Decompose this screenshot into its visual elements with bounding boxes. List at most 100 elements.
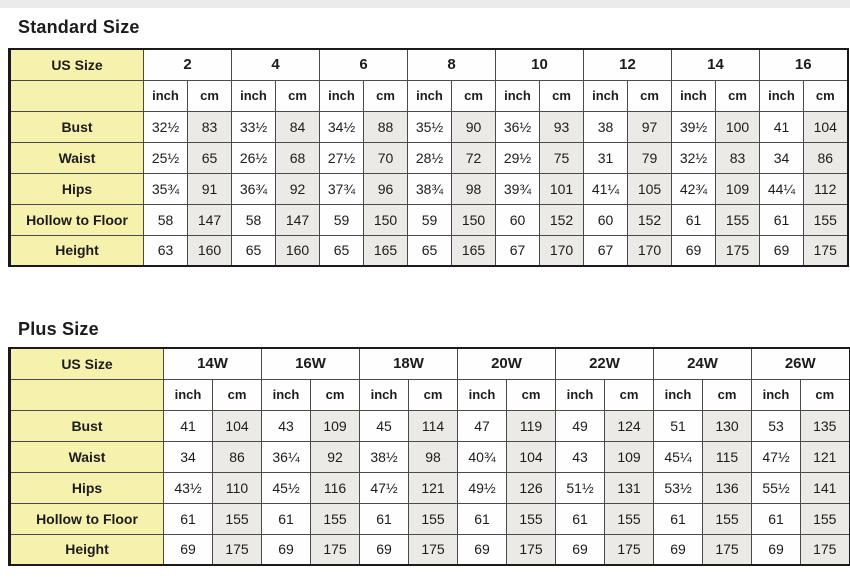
cm-unit-header-cell: cm [212, 378, 262, 411]
measurement-value-cell: 61 [555, 502, 605, 535]
measurement-value-cell: 104 [212, 409, 262, 442]
measurement-value-cell: 40¾ [457, 440, 507, 473]
measurement-value-cell: 72 [451, 141, 496, 174]
measurement-value-cell: 36½ [495, 110, 540, 143]
measurement-value-cell: 175 [212, 533, 262, 566]
measurement-value-cell: 28½ [407, 141, 452, 174]
measurement-value-cell: 69 [759, 234, 804, 267]
measurement-value-cell: 29½ [495, 141, 540, 174]
size-header-cell: 22W [555, 347, 654, 380]
measurement-value-cell: 51½ [555, 471, 605, 504]
measurement-value-cell: 69 [261, 533, 311, 566]
cm-unit-header-cell: cm [310, 378, 360, 411]
measurement-label-cell: Hips [9, 172, 144, 205]
inch-unit-header-cell: inch [143, 79, 188, 112]
measurement-value-cell: 69 [359, 533, 409, 566]
measurement-value-cell: 160 [275, 234, 320, 267]
measurement-value-cell: 88 [363, 110, 408, 143]
measurement-value-cell: 61 [359, 502, 409, 535]
measurement-value-cell: 155 [800, 502, 850, 535]
measurement-value-cell: 150 [451, 203, 496, 236]
measurement-value-cell: 25½ [143, 141, 188, 174]
measurement-value-cell: 165 [451, 234, 496, 267]
cm-unit-header-cell: cm [187, 79, 232, 112]
inch-unit-header-cell: inch [555, 378, 605, 411]
cm-unit-header-cell: cm [275, 79, 320, 112]
measurement-row: Waist 34 86 36¼ 92 38½ 98 40¾ 104 43 109 45¼ 115 47½ 1… [9, 440, 850, 473]
measurement-value-cell: 96 [363, 172, 408, 205]
measurement-value-cell: 39½ [671, 110, 716, 143]
inch-unit-header-cell: inch [583, 79, 628, 112]
measurement-value-cell: 170 [539, 234, 584, 267]
measurement-value-cell: 41 [759, 110, 804, 143]
size-header-cell: 4 [231, 48, 320, 81]
measurement-value-cell: 61 [751, 502, 801, 535]
measurement-value-cell: 65 [187, 141, 232, 174]
size-header-cell: 8 [407, 48, 496, 81]
measurement-value-cell: 60 [495, 203, 540, 236]
corner-empty-cell [9, 378, 164, 411]
measurement-value-cell: 98 [408, 440, 458, 473]
inch-unit-header-cell: inch [231, 79, 276, 112]
measurement-value-cell: 121 [408, 471, 458, 504]
measurement-value-cell: 60 [583, 203, 628, 236]
cm-unit-header-cell: cm [506, 378, 556, 411]
measurement-value-cell: 65 [407, 234, 452, 267]
measurement-value-cell: 110 [212, 471, 262, 504]
measurement-value-cell: 104 [506, 440, 556, 473]
measurement-value-cell: 39¾ [495, 172, 540, 205]
measurement-row: Hips 43½ 110 45½ 116 47½ 121 49½ 126 51½ 131 53½ 136… [9, 471, 850, 504]
measurement-value-cell: 47½ [359, 471, 409, 504]
measurement-value-cell: 121 [800, 440, 850, 473]
cm-unit-header-cell: cm [627, 79, 672, 112]
measurement-value-cell: 84 [275, 110, 320, 143]
measurement-value-cell: 116 [310, 471, 360, 504]
measurement-value-cell: 34 [759, 141, 804, 174]
measurement-value-cell: 119 [506, 409, 556, 442]
measurement-value-cell: 130 [702, 409, 752, 442]
measurement-value-cell: 61 [163, 502, 213, 535]
top-edge-strip [0, 0, 850, 8]
size-header-cell: 14W [163, 347, 262, 380]
measurement-value-cell: 109 [310, 409, 360, 442]
measurement-row: Height 63 160 65 160 65 165 65 165 67 170 67 170 69 17… [9, 234, 848, 267]
measurement-value-cell: 38½ [359, 440, 409, 473]
measurement-value-cell: 75 [539, 141, 584, 174]
measurement-value-cell: 45½ [261, 471, 311, 504]
measurement-value-cell: 58 [143, 203, 188, 236]
measurement-value-cell: 36¾ [231, 172, 276, 205]
measurement-value-cell: 101 [539, 172, 584, 205]
measurement-value-cell: 136 [702, 471, 752, 504]
measurement-value-cell: 147 [275, 203, 320, 236]
measurement-value-cell: 65 [319, 234, 364, 267]
measurement-row: Hollow to Floor 58 147 58 147 59 150 59 150 60 152… [9, 203, 848, 236]
measurement-value-cell: 90 [451, 110, 496, 143]
us-size-corner-cell: US Size [9, 48, 144, 81]
inch-unit-header-cell: inch [319, 79, 364, 112]
measurement-value-cell: 105 [627, 172, 672, 205]
measurement-value-cell: 86 [803, 141, 848, 174]
measurement-value-cell: 155 [702, 502, 752, 535]
measurement-value-cell: 97 [627, 110, 672, 143]
measurement-value-cell: 115 [702, 440, 752, 473]
measurement-value-cell: 61 [653, 502, 703, 535]
measurement-value-cell: 65 [231, 234, 276, 267]
measurement-value-cell: 45¼ [653, 440, 703, 473]
size-header-cell: 10 [495, 48, 584, 81]
measurement-value-cell: 63 [143, 234, 188, 267]
measurement-value-cell: 55½ [751, 471, 801, 504]
measurement-value-cell: 59 [319, 203, 364, 236]
measurement-value-cell: 47½ [751, 440, 801, 473]
size-header-cell: 18W [359, 347, 458, 380]
measurement-value-cell: 114 [408, 409, 458, 442]
size-header-cell: 16W [261, 347, 360, 380]
measurement-value-cell: 109 [604, 440, 654, 473]
size-header-cell: 20W [457, 347, 556, 380]
inch-unit-header-cell: inch [653, 378, 703, 411]
measurement-value-cell: 61 [261, 502, 311, 535]
measurement-label-cell: Hips [9, 471, 164, 504]
measurement-label-cell: Height [9, 533, 164, 566]
measurement-value-cell: 124 [604, 409, 654, 442]
measurement-value-cell: 35½ [407, 110, 452, 143]
